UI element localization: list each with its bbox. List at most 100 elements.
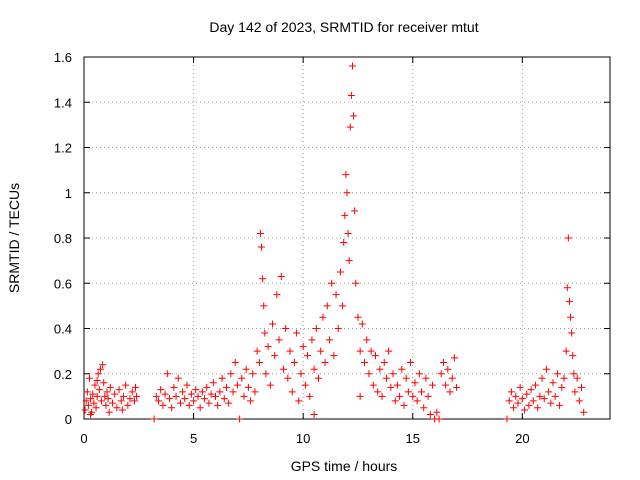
data-point [231,358,239,366]
data-point [293,329,301,337]
data-point [376,365,384,373]
data-point [104,395,112,403]
data-point [218,374,226,382]
data-point [380,358,388,366]
data-point [259,275,267,283]
data-point [216,388,224,396]
data-point [356,347,364,355]
data-point [261,329,269,337]
y-tick-label: 0.8 [54,231,72,246]
data-point [190,397,198,405]
data-point [330,352,338,360]
data-point [351,207,359,215]
data-point [442,381,450,389]
y-tick-label: 1.4 [54,95,72,110]
chart-title: Day 142 of 2023, SRMTID for receiver mtu… [209,19,478,35]
data-point [367,347,375,355]
y-tick-label: 0.2 [54,367,72,382]
data-point [244,383,252,391]
data-point [352,279,360,287]
data-point [382,374,390,382]
data-point [317,347,325,355]
data-point [400,401,408,409]
data-point [179,388,187,396]
data-point [176,399,184,407]
data-point [385,347,393,355]
plot-frame [83,56,611,420]
data-point [413,397,421,405]
data-point [273,291,281,299]
data-point [163,370,171,378]
data-point [187,390,195,398]
data-point [150,415,158,423]
data-points [81,62,588,423]
x-tick-label: 15 [406,431,420,446]
data-point [155,397,163,405]
data-point [108,399,116,407]
data-point [575,397,583,405]
data-point [198,388,206,396]
data-point [558,383,566,391]
data-point [540,395,548,403]
data-point [523,390,531,398]
data-point [87,410,95,418]
data-point [549,379,557,387]
data-point [536,392,544,400]
data-point [111,390,119,398]
data-point [271,352,279,360]
data-point [560,374,568,382]
data-point [286,347,294,355]
data-point [415,370,423,378]
data-point [439,358,447,366]
data-point [568,329,576,337]
y-tick-label: 1.2 [54,141,72,156]
data-point [225,399,233,407]
y-tick-label: 1.6 [54,50,72,65]
data-point [196,404,204,412]
data-point [159,401,167,409]
data-point [194,392,202,400]
data-point [249,370,257,378]
data-point [323,302,331,310]
data-point [356,392,364,400]
data-point [106,383,114,391]
data-point [569,352,577,360]
data-point [165,395,173,403]
data-point [514,399,522,407]
data-point [103,388,111,396]
data-point [545,388,553,396]
data-point [542,365,550,373]
data-point [130,397,138,405]
data-point [93,377,101,385]
axis-ticks: 0 5 10 15 20 0 0.2 0.4 0.6 0.8 1 1.2 1.4 1.6 [54,50,610,446]
data-point [510,404,518,412]
data-point [98,397,106,405]
data-point [371,352,379,360]
data-point [374,388,382,396]
data-point [132,383,140,391]
data-point [343,189,351,197]
data-point [527,386,535,394]
data-point [453,383,461,391]
data-point [212,392,219,400]
grid [84,57,610,419]
data-point [378,392,386,400]
data-point [299,343,307,351]
data-point [347,91,355,99]
data-point [192,386,200,394]
data-point [170,383,178,391]
data-point [391,397,399,405]
data-point [152,392,160,400]
data-point [181,395,189,403]
data-point [521,406,529,414]
data-point [83,388,91,396]
data-point [563,284,571,292]
data-point [348,62,356,70]
data-point [404,388,412,396]
x-tick-label: 5 [190,431,197,446]
data-point [534,404,542,412]
data-point [205,399,213,407]
data-point [393,381,401,389]
data-point [551,392,559,400]
data-point [512,392,520,400]
